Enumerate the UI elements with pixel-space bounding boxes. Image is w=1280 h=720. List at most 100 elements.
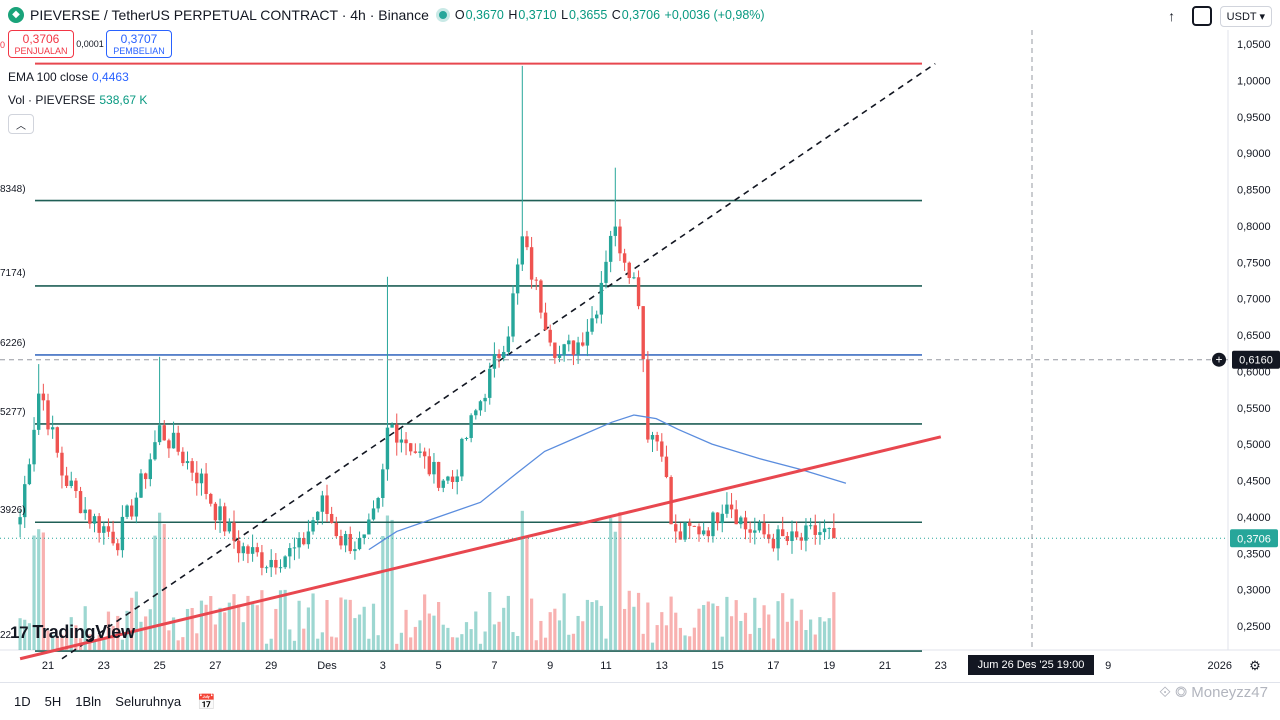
x-tick-label: 9	[1105, 660, 1111, 672]
volume-bar	[111, 625, 115, 650]
ema-legend[interactable]: EMA 100 close 0,4463	[8, 70, 129, 84]
sell-button[interactable]: 0,3706 PENJUALAN	[8, 30, 74, 58]
x-tick-label: 2026	[1208, 660, 1232, 672]
volume-bar	[595, 600, 599, 650]
range-1d[interactable]: 1D	[14, 694, 31, 709]
fullscreen-icon[interactable]	[1191, 6, 1212, 26]
candle-body	[725, 504, 729, 514]
volume-bar	[97, 635, 101, 650]
x-tick-label: 21	[42, 660, 54, 672]
volume-bar	[483, 631, 487, 650]
volume-bar	[232, 594, 236, 650]
volume-bar	[437, 602, 441, 650]
candle-body	[692, 525, 697, 527]
candle-body	[74, 480, 78, 492]
volume-bar	[27, 623, 31, 650]
volume-bar	[818, 617, 822, 650]
crosshair-time-label: Jum 26 Des '25 19:00	[968, 655, 1094, 675]
y-tick-label: 0,2500	[1237, 621, 1271, 633]
volume-bar	[530, 598, 534, 650]
volume-bar	[348, 599, 352, 650]
candle-body	[525, 236, 529, 248]
volume-bar	[153, 535, 157, 650]
candle-body	[390, 424, 394, 428]
volume-bar	[185, 608, 190, 650]
candle-body	[78, 491, 83, 514]
volume-bar	[171, 617, 176, 650]
candle-body	[139, 473, 143, 498]
candle-body	[497, 354, 501, 358]
buy-button[interactable]: 0,3707 PEMBELIAN	[106, 30, 172, 58]
plus-icon: +	[1215, 353, 1222, 367]
y-tick-label: 1,0500	[1237, 39, 1271, 51]
volume-bar	[381, 535, 385, 650]
candle-body	[553, 342, 557, 358]
candle-body	[511, 293, 515, 337]
tradingview-logo[interactable]: 17 TradingView	[10, 622, 135, 642]
candle-body	[813, 525, 817, 535]
crosshair-price-label: 0,6160	[1239, 355, 1273, 367]
collapse-legend-button[interactable]: ︿	[8, 114, 34, 134]
volume-bar	[362, 606, 366, 650]
volume-bar	[60, 634, 64, 650]
volume-bar	[757, 627, 762, 650]
volume-bar	[790, 598, 794, 650]
volume-bar	[260, 590, 264, 650]
candle-body	[111, 531, 115, 544]
volume-bar	[37, 529, 41, 650]
ema-line	[368, 414, 847, 551]
volume-bar	[357, 614, 362, 650]
candle-body	[515, 264, 520, 294]
volume-bar	[116, 615, 120, 650]
candle-body	[799, 537, 803, 541]
y-tick-label: 0,5000	[1237, 439, 1271, 451]
crosshair-price-badge	[1232, 350, 1280, 369]
currency-select[interactable]: USDT ▾	[1219, 5, 1272, 27]
volume-bar	[18, 618, 22, 650]
volume-bar	[399, 632, 403, 650]
volume-bar	[720, 636, 724, 650]
candle-body	[590, 318, 594, 332]
volume-legend[interactable]: Vol · PIEVERSE 538,67 K	[8, 93, 148, 107]
range-1bln[interactable]: 1Bln	[75, 694, 102, 709]
price-chart[interactable]: 1,0500 1,0000 0,9500 0,9000 0,8500 0,8000 0,75…	[0, 0, 1280, 682]
candle-body	[418, 451, 422, 453]
candle-body	[822, 528, 827, 533]
volume-bar	[562, 593, 566, 650]
candle-body	[664, 456, 669, 478]
candle-body	[130, 505, 134, 517]
candle-body	[827, 528, 831, 530]
candle-body	[106, 526, 111, 532]
range-all[interactable]: Seluruhnya	[115, 694, 182, 709]
symbol-title[interactable]: PIEVERSE / TetherUS PERPETUAL CONTRACT ·…	[30, 7, 429, 23]
candle-body	[469, 415, 473, 438]
volume-bar	[83, 606, 87, 650]
candle-body	[60, 452, 64, 476]
support-trend-line	[19, 435, 942, 661]
range-5h[interactable]: 5H	[44, 694, 62, 709]
y-tick-label: 0,3500	[1237, 548, 1271, 560]
arrow-up-icon[interactable]: ↑	[1168, 8, 1176, 24]
volume-bar	[241, 622, 245, 650]
volume-bar	[69, 617, 73, 650]
candle-body	[41, 393, 46, 401]
volume-bar	[413, 626, 417, 650]
candle-body	[762, 522, 766, 535]
candle-body	[209, 493, 213, 504]
watermark: ⟐ ◎ Moneyzz47	[1159, 684, 1268, 701]
volume-bar	[781, 593, 785, 650]
volume-bar	[743, 612, 748, 650]
volume-bar	[767, 614, 771, 650]
candle-body	[502, 351, 506, 358]
level-label-2: 7174)	[0, 268, 26, 279]
candle-body	[613, 226, 617, 236]
ohlc-values: O0,3670 H0,3710 L0,3655 C0,3706 +0,0036 …	[454, 8, 765, 22]
volume-bar	[162, 524, 166, 650]
candle-body	[478, 401, 483, 411]
candle-body	[622, 253, 627, 263]
calendar-icon[interactable]: 📅	[197, 693, 216, 711]
candle-body	[483, 397, 487, 402]
candle-body	[50, 427, 55, 430]
level-label-4: 5277)	[0, 407, 26, 418]
x-tick-label: 9	[547, 660, 553, 672]
